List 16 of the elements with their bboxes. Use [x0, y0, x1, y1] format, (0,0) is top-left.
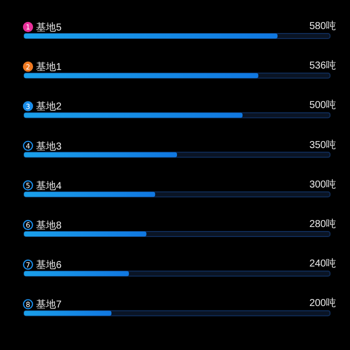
y-tick-label: 基地3 [36, 140, 62, 152]
data-label: 200吨 [309, 297, 336, 310]
y-tick-label: 基地1 [36, 61, 62, 74]
data-label: 500吨 [309, 99, 336, 112]
y-tick-label: 基地8 [36, 220, 62, 232]
data-label: 240吨 [309, 258, 336, 270]
y-tick-label: 基地2 [36, 100, 62, 113]
data-label: 536吨 [309, 60, 336, 72]
data-label: 300吨 [309, 178, 336, 190]
data-label: 580吨 [309, 20, 336, 32]
data-label: 280吨 [309, 218, 336, 230]
y-tick-label: 基地4 [36, 180, 62, 192]
y-tick-label: 基地6 [36, 259, 62, 272]
y-tick-label: 基地5 [36, 22, 62, 34]
y-tick-label: 基地7 [36, 298, 62, 311]
data-label: 350吨 [309, 138, 336, 151]
